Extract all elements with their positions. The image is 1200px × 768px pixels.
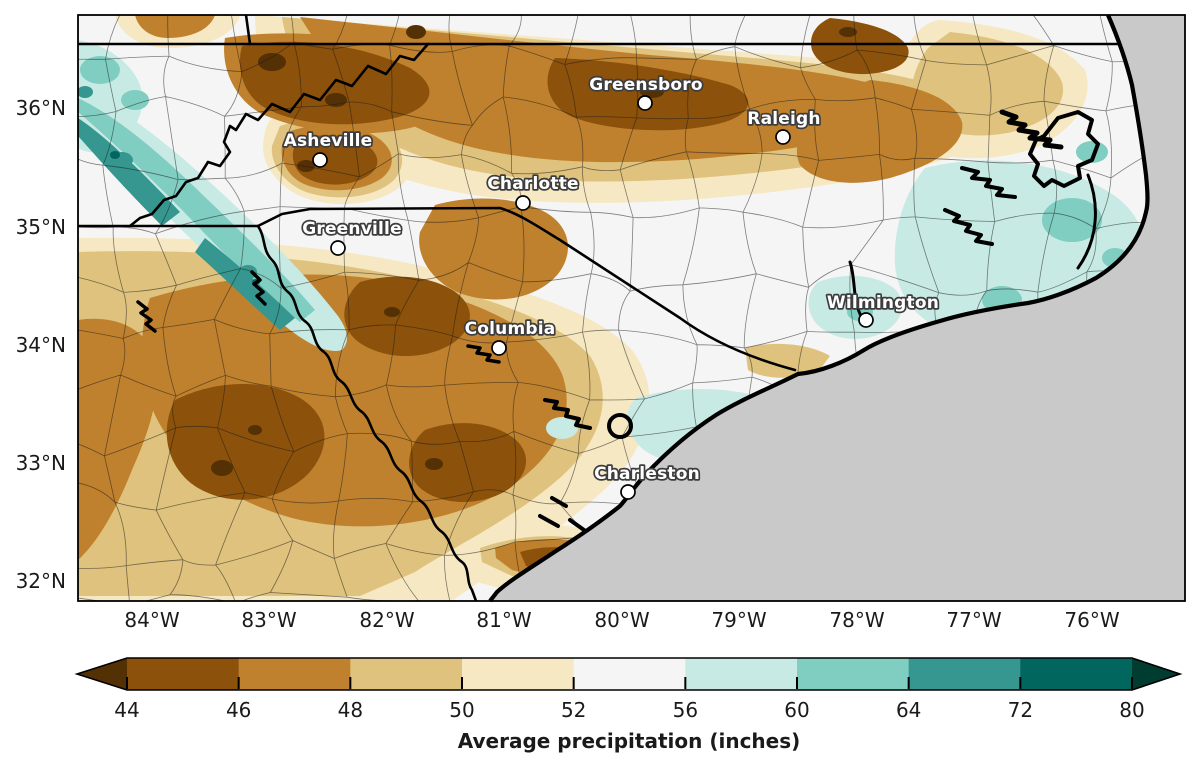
- city-label-charleston: Charleston: [594, 464, 700, 484]
- colorbar-outline: [74, 657, 1183, 691]
- city-dot-asheville: [312, 152, 328, 168]
- city-label-raleigh: Raleigh: [747, 109, 820, 129]
- colorbar-segment-3: [462, 658, 575, 690]
- colorbar-segment-7: [908, 658, 1021, 690]
- colorbar-segment-0: [127, 658, 240, 690]
- colorbar-tick-label: 44: [114, 698, 139, 722]
- lon-tick-label: 77°W: [946, 608, 1001, 632]
- contour-band-under-44: [211, 25, 857, 476]
- colorbar-tick-label: 48: [338, 698, 363, 722]
- colorbar-over-arrow: [1132, 658, 1180, 690]
- colorbar-tick-label: 52: [561, 698, 586, 722]
- colorbar-title: Average precipitation (inches): [458, 729, 801, 753]
- colorbar-segment-1: [238, 658, 351, 690]
- city-greenville: Greenville: [301, 217, 403, 256]
- city-dot-columbia: [491, 340, 507, 356]
- state-border-tn-nc: [128, 42, 430, 228]
- colorbar-segment-4: [573, 658, 686, 690]
- lon-tick-label: 80°W: [594, 608, 649, 632]
- city-label-charlotte: Charlotte: [487, 174, 579, 194]
- city-label-asheville: Asheville: [284, 131, 373, 151]
- city-dot-wilmington: [858, 312, 874, 328]
- lat-tick-label: 32°N: [16, 569, 66, 593]
- lon-tick-label: 84°W: [124, 608, 179, 632]
- contour-band-64-72: [78, 86, 295, 330]
- city-label-greenville: Greenville: [302, 219, 402, 239]
- city-charleston: Charleston: [592, 462, 701, 500]
- colorbar-tick-label: 46: [226, 698, 251, 722]
- lon-tick-label: 76°W: [1064, 608, 1119, 632]
- lat-tick-label: 34°N: [16, 333, 66, 357]
- lon-tick-label: 83°W: [241, 608, 296, 632]
- colorbar-tick-label: 50: [449, 698, 474, 722]
- city-label-greensboro: Greensboro: [589, 75, 703, 95]
- city-dot-charleston: [620, 484, 636, 500]
- colorbar-segment-5: [685, 658, 798, 690]
- city-dot-greensboro: [637, 95, 653, 111]
- city-columbia: Columbia: [463, 317, 557, 356]
- colorbar-tick-label: 64: [896, 698, 921, 722]
- state-border-nc-sc: [256, 206, 797, 372]
- colorbar: 44 46 48 50 52 56 60 64 72 80: [74, 657, 1183, 722]
- colorbar-segment-6: [797, 658, 910, 690]
- city-markers: Greensboro Raleigh Asheville Charlotte Green…: [282, 73, 941, 500]
- city-dot-charlotte: [515, 195, 531, 211]
- coastline: [488, 14, 1150, 603]
- colorbar-segment-2: [350, 658, 463, 690]
- city-wilmington: Wilmington: [825, 291, 941, 328]
- lat-tick-label: 33°N: [16, 451, 66, 475]
- longitude-axis-labels: 84°W 83°W 82°W 81°W 80°W 79°W 78°W 77°W 76°W: [124, 608, 1119, 632]
- lon-tick-label: 82°W: [359, 608, 414, 632]
- colorbar-tick-label: 72: [1008, 698, 1033, 722]
- colorbar-under-arrow: [77, 658, 127, 690]
- state-border-ga-sc: [256, 224, 478, 601]
- city-dot-greenville: [330, 240, 346, 256]
- city-asheville: Asheville: [282, 129, 374, 168]
- city-charlotte: Charlotte: [486, 172, 580, 211]
- lon-tick-label: 79°W: [711, 608, 766, 632]
- lon-tick-label: 78°W: [829, 608, 884, 632]
- colorbar-tick-label: 80: [1119, 698, 1144, 722]
- city-label-columbia: Columbia: [465, 319, 556, 339]
- city-greensboro: Greensboro: [588, 73, 704, 111]
- lat-tick-label: 36°N: [16, 96, 66, 120]
- lat-tick-label: 35°N: [16, 215, 66, 239]
- city-dot-raleigh: [775, 129, 791, 145]
- plot-frame: [77, 14, 1186, 602]
- colorbar-tick-label: 60: [784, 698, 809, 722]
- water-features: [136, 109, 1100, 532]
- state-borders: [78, 15, 1120, 601]
- colorbar-tick-label: 56: [673, 698, 698, 722]
- colorbar-segment-8: [1020, 658, 1133, 690]
- latitude-axis-labels: 36°N 35°N 34°N 33°N 32°N: [16, 96, 66, 593]
- state-border-stub: [244, 15, 252, 46]
- lon-tick-label: 81°W: [476, 608, 531, 632]
- city-label-wilmington: Wilmington: [827, 293, 939, 313]
- city-raleigh: Raleigh: [746, 107, 822, 145]
- ocean: [490, 15, 1185, 601]
